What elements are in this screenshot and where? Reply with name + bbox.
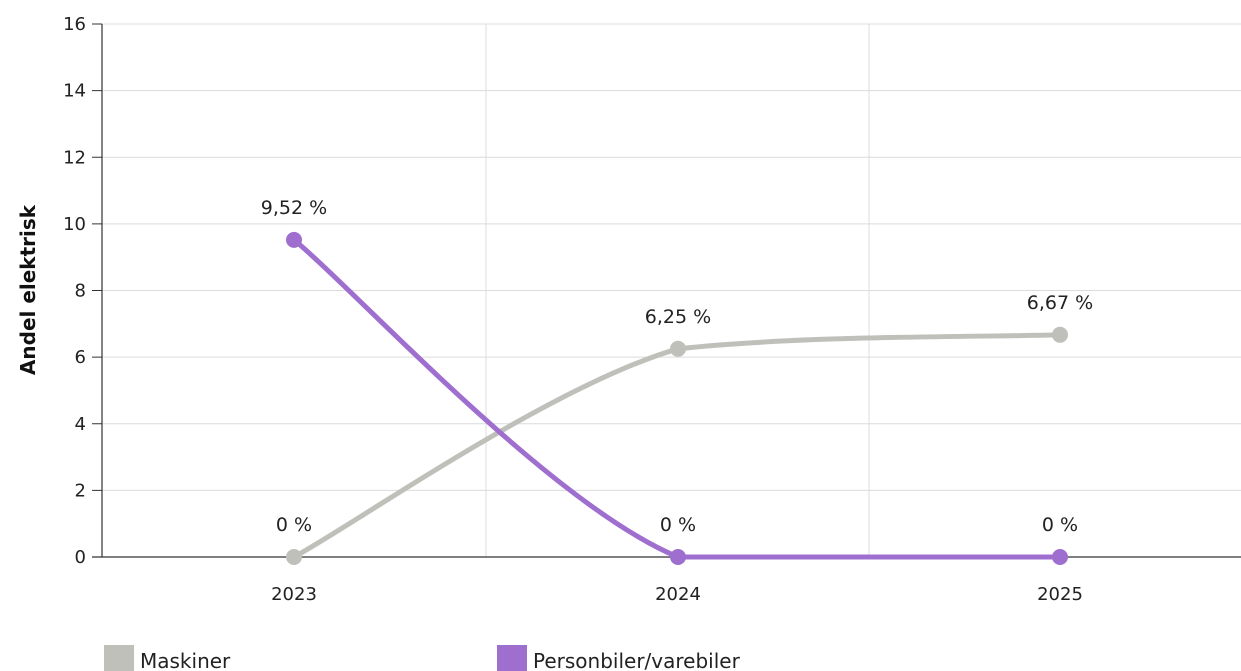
- x-tick-label: 2025: [1037, 584, 1083, 605]
- series-line: [294, 240, 1060, 557]
- y-tick-label: 2: [75, 480, 86, 501]
- y-tick-label: 12: [63, 147, 86, 168]
- data-point: [670, 341, 686, 357]
- legend-label: Maskiner: [140, 649, 231, 671]
- x-tick-label: 2024: [655, 584, 701, 605]
- data-labels: 0 % 6,25 % 6,67 % 9,52 % 0 % 0 %: [261, 197, 1093, 536]
- y-axis-title: Andel elektrisk: [16, 204, 40, 375]
- data-point: [1052, 327, 1068, 343]
- data-label: 0 %: [276, 514, 312, 536]
- data-point: [286, 549, 302, 565]
- data-point: [1052, 549, 1068, 565]
- legend-label: Personbiler/varebiler: [533, 649, 741, 671]
- data-label: 6,67 %: [1027, 292, 1093, 314]
- x-tick-label: 2023: [271, 584, 317, 605]
- legend-swatch: [104, 645, 134, 671]
- y-tick-label: 16: [63, 14, 86, 35]
- legend-item: Maskiner: [104, 645, 231, 671]
- y-tick-label: 14: [63, 81, 86, 102]
- data-label: 6,25 %: [645, 306, 711, 328]
- grid-lines: [102, 24, 1241, 557]
- legend-swatch: [497, 645, 527, 671]
- legend: Maskiner Personbiler/varebiler: [104, 645, 741, 671]
- y-tick-label: 4: [75, 414, 86, 435]
- data-point: [286, 232, 302, 248]
- x-tick-labels: 2023 2024 2025: [271, 584, 1083, 605]
- data-label: 0 %: [660, 514, 696, 536]
- y-tick-labels: 0 2 4 6 8 10 12 14 16: [63, 14, 86, 568]
- y-tick-label: 8: [75, 281, 86, 302]
- data-point: [670, 549, 686, 565]
- legend-item: Personbiler/varebiler: [497, 645, 741, 671]
- y-tick-label: 10: [63, 214, 86, 235]
- data-label: 9,52 %: [261, 197, 327, 219]
- data-label: 0 %: [1042, 514, 1078, 536]
- y-tick-label: 6: [75, 347, 86, 368]
- y-tick-label: 0: [75, 547, 86, 568]
